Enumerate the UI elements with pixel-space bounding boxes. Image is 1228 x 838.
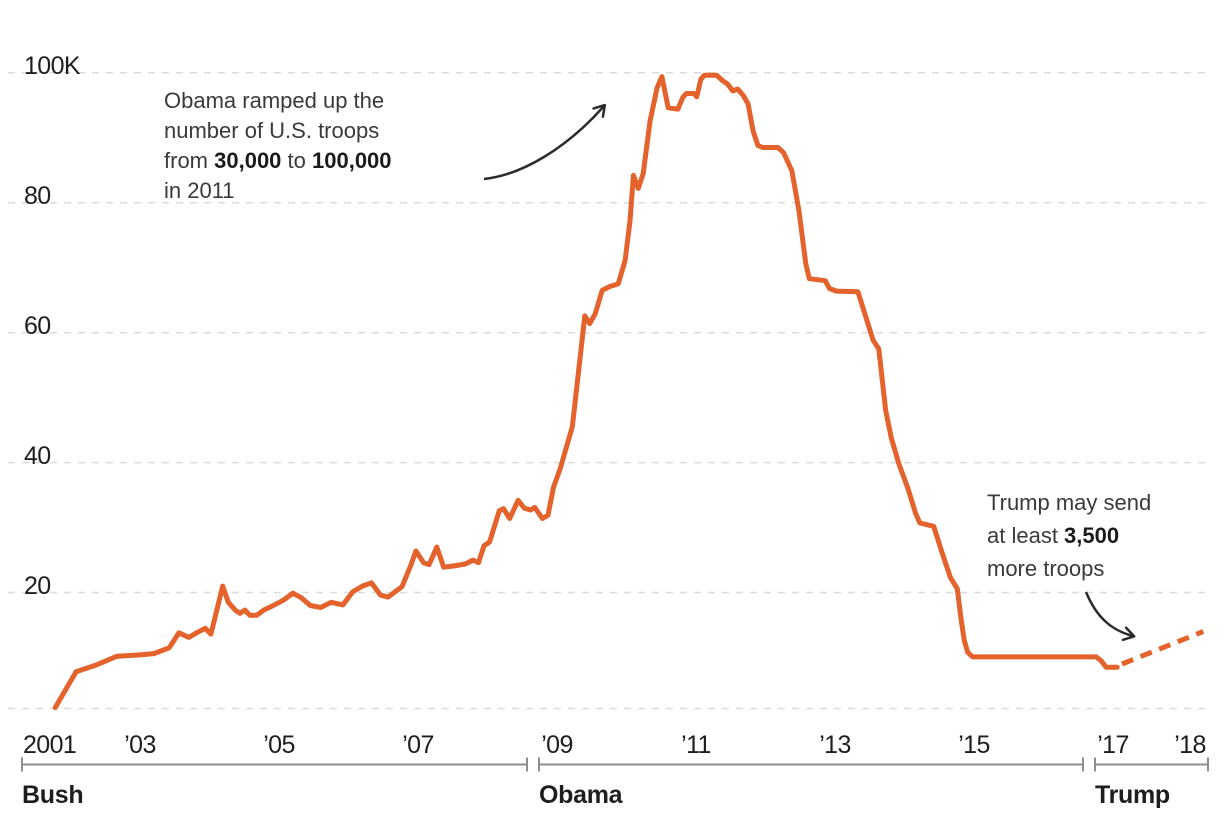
obama-surge-text: from <box>164 148 215 173</box>
obama-annotation-arrow-icon <box>483 103 607 181</box>
president-label-bush: Bush <box>22 781 84 809</box>
obama-surge-text: number of U.S. troops <box>164 118 380 143</box>
x-tick-label-2011: ’11 <box>681 731 711 759</box>
obama-surge-line-1: Obama ramped up the <box>164 86 392 116</box>
x-tick-label-2015: ’15 <box>958 731 990 759</box>
obama-surge-text: in 2011 <box>164 178 235 203</box>
x-tick-label-2018: ’18 <box>1174 731 1206 759</box>
trump-annotation-arrow-icon <box>1084 591 1136 642</box>
x-tick-label-2003: ’03 <box>124 731 156 759</box>
y-tick-label-20: 20 <box>24 572 51 600</box>
y-tick-label-60: 60 <box>24 312 51 340</box>
troops-projected-line <box>1121 629 1205 667</box>
obama-surge-text: to <box>281 148 312 173</box>
annotation-trump-increase: Trump may send at least 3,500 more troops <box>987 486 1151 585</box>
obama-surge-line-3: from 30,000 to 100,000 <box>164 146 392 176</box>
trump-increase-text: at least <box>987 523 1065 548</box>
trump-increase-bold-value: 3,500 <box>1064 523 1120 548</box>
obama-surge-text: Obama ramped up the <box>164 88 385 113</box>
obama-surge-line-4: in 2011 <box>164 176 392 206</box>
trump-increase-text: more troops <box>987 556 1105 581</box>
y-tick-label-100K: 100K <box>24 52 81 80</box>
annotation-obama-surge: Obama ramped up the number of U.S. troops… <box>164 86 392 206</box>
y-tick-label-80: 80 <box>24 182 51 210</box>
x-tick-label-2005: ’05 <box>263 731 295 759</box>
president-label-obama: Obama <box>539 781 623 809</box>
president-label-trump: Trump <box>1095 781 1170 809</box>
x-tick-label-2001: 2001 <box>23 731 77 759</box>
obama-surge-line-2: number of U.S. troops <box>164 116 392 146</box>
trump-increase-line-1: Trump may send <box>987 486 1151 519</box>
y-tick-label-40: 40 <box>24 442 51 470</box>
x-tick-label-2009: ’09 <box>541 731 573 759</box>
obama-surge-bold-value: 30,000 <box>214 148 282 173</box>
x-tick-label-2017: ’17 <box>1097 731 1129 759</box>
x-tick-label-2013: ’13 <box>819 731 851 759</box>
troops-actual-line <box>52 72 1120 711</box>
obama-surge-bold-value: 100,000 <box>312 148 392 173</box>
trump-increase-text: Trump may send <box>987 490 1152 515</box>
trump-increase-line-3: more troops <box>987 552 1151 585</box>
trump-increase-line-2: at least 3,500 <box>987 519 1151 552</box>
x-tick-label-2007: ’07 <box>402 731 434 759</box>
